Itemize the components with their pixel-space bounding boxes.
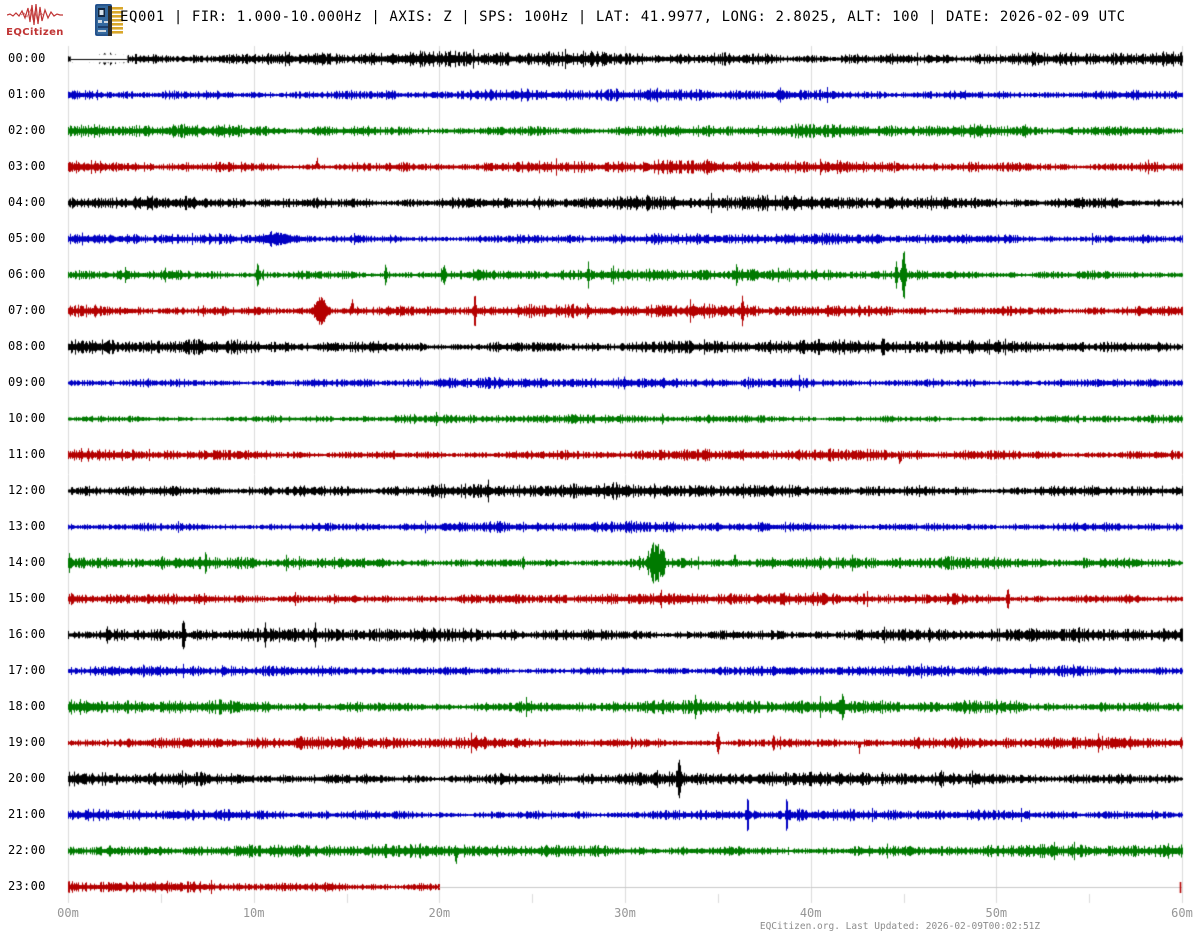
- sensor-board-icon: [95, 4, 123, 36]
- hour-label-0500: 05:00: [8, 231, 46, 245]
- minute-tick-label-10m: 10m: [242, 906, 265, 920]
- hour-label-0300: 03:00: [8, 159, 46, 173]
- hour-label-1500: 15:00: [8, 591, 46, 605]
- hour-label-0100: 01:00: [8, 87, 46, 101]
- hour-label-2200: 22:00: [8, 843, 46, 857]
- hour-label-1900: 19:00: [8, 735, 46, 749]
- minute-tick-label-50m: 50m: [985, 906, 1008, 920]
- hour-label-0400: 04:00: [8, 195, 46, 209]
- seismogram-waveform-icon: [7, 3, 63, 26]
- hour-label-2300: 23:00: [8, 879, 46, 893]
- minute-tick-label-60m: 60m: [1171, 906, 1193, 920]
- hour-label-0800: 08:00: [8, 339, 46, 353]
- station-info-title: EQ001 | FIR: 1.000-10.000Hz | AXIS: Z | …: [120, 9, 1126, 25]
- minute-tick-label-00m: 00m: [57, 906, 79, 920]
- hour-label-0900: 09:00: [8, 375, 46, 389]
- hour-label-0200: 02:00: [8, 123, 46, 137]
- last-updated-status: EQCitizen.org. Last Updated: 2026-02-09T…: [759, 921, 1041, 932]
- hour-label-1600: 16:00: [8, 627, 46, 641]
- minute-tick-label-20m: 20m: [428, 906, 451, 920]
- hour-label-0600: 06:00: [8, 267, 46, 281]
- hour-label-1000: 10:00: [8, 411, 46, 425]
- hour-label-2000: 20:00: [8, 771, 46, 785]
- hour-label-2100: 21:00: [8, 807, 46, 821]
- hour-label-0000: 00:00: [8, 51, 46, 65]
- hour-label-1300: 13:00: [8, 519, 46, 533]
- logo-wordmark: EQCitizen: [6, 27, 64, 38]
- hour-label-1200: 12:00: [8, 483, 46, 497]
- minute-tick-label-30m: 30m: [614, 906, 636, 920]
- eqcitizen-logo[interactable]: EQCitizen: [5, 3, 65, 38]
- hour-label-1700: 17:00: [8, 663, 46, 677]
- hour-label-1100: 11:00: [8, 447, 46, 461]
- hour-label-1400: 14:00: [8, 555, 46, 569]
- hour-label-0700: 07:00: [8, 303, 46, 317]
- hour-label-1800: 18:00: [8, 699, 46, 713]
- minute-tick-label-40m: 40m: [799, 906, 822, 920]
